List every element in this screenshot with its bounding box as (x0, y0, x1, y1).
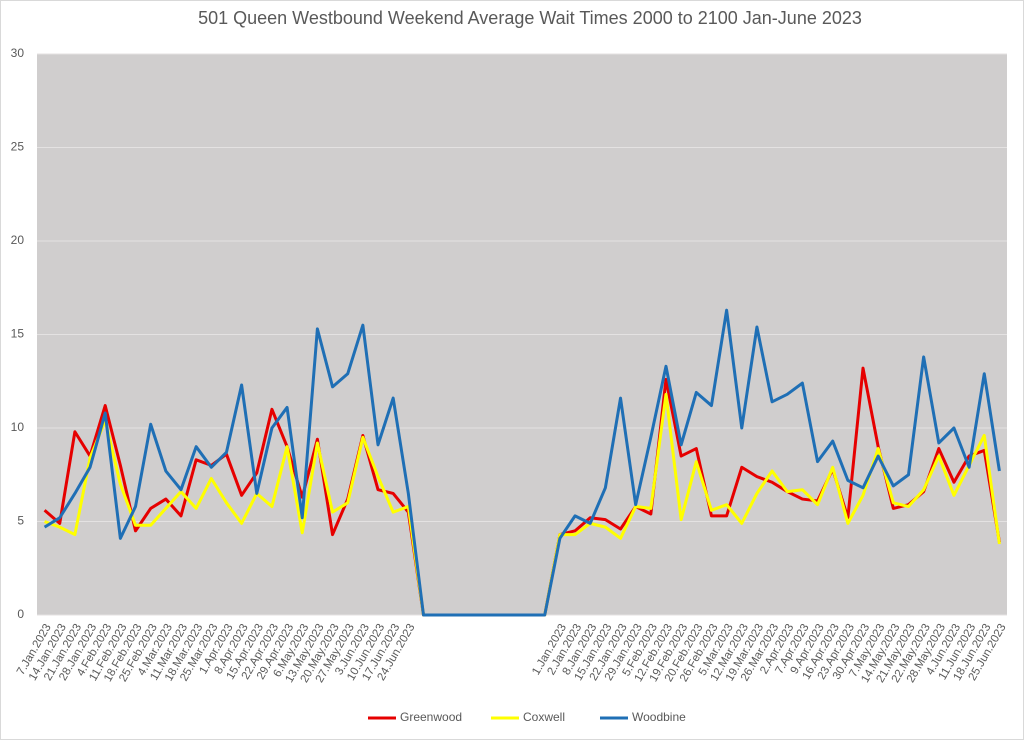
legend-label: Coxwell (523, 710, 565, 724)
y-tick-label: 20 (11, 233, 25, 247)
y-tick-label: 10 (11, 420, 25, 434)
chart-title: 501 Queen Westbound Weekend Average Wait… (198, 8, 862, 28)
y-tick-label: 25 (11, 140, 25, 154)
y-tick-label: 5 (17, 514, 24, 528)
y-tick-label: 0 (17, 607, 24, 621)
legend-label: Woodbine (632, 710, 686, 724)
legend-label: Greenwood (400, 710, 462, 724)
y-tick-label: 15 (11, 327, 25, 341)
series-line (43, 308, 1001, 617)
y-tick-label: 30 (11, 46, 25, 60)
